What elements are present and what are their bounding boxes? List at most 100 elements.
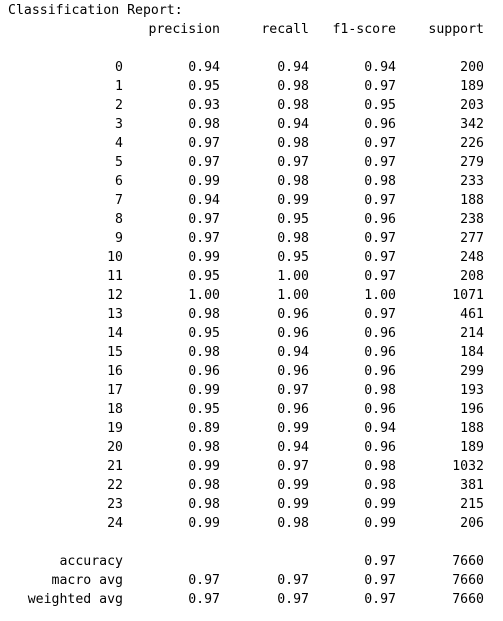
support-value: 7660: [452, 592, 484, 607]
row-label: 10: [107, 250, 123, 265]
recall-value: 0.94: [277, 440, 309, 455]
precision-value: 0.93: [188, 98, 220, 113]
f1-score-value: 0.97: [364, 231, 396, 246]
precision-value: 0.99: [188, 174, 220, 189]
class-row: 4 0.97 0.98 0.97 226: [8, 134, 498, 153]
precision-value: 0.99: [188, 250, 220, 265]
row-label: 16: [107, 364, 123, 379]
precision-value: 0.95: [188, 402, 220, 417]
recall-value: 0.96: [277, 326, 309, 341]
row-label: 24: [107, 516, 123, 531]
support-value: 1071: [452, 288, 484, 303]
f1-score-value: 1.00: [364, 288, 396, 303]
row-label: 21: [107, 459, 123, 474]
row-label: 5: [115, 155, 123, 170]
recall-value: 0.99: [277, 421, 309, 436]
header-recall: recall: [261, 22, 309, 37]
support-value: 381: [460, 478, 484, 493]
class-row: 23 0.98 0.99 0.99 215: [8, 495, 498, 514]
header-support: support: [428, 22, 484, 37]
support-value: 248: [460, 250, 484, 265]
class-row: 0 0.94 0.94 0.94 200: [8, 58, 498, 77]
class-rows: 0 0.94 0.94 0.94 200 1 0.95 0.98 0.97 189 2 0.93 0.9…: [8, 58, 498, 533]
precision-value: 0.97: [188, 573, 220, 588]
summary-row: accuracy 0.97 7660: [8, 552, 498, 571]
precision-value: 0.97: [188, 592, 220, 607]
f1-score-value: 0.96: [364, 212, 396, 227]
precision-value: 0.99: [188, 459, 220, 474]
recall-value: 0.97: [277, 459, 309, 474]
recall-value: 0.99: [277, 478, 309, 493]
precision-value: 0.95: [188, 326, 220, 341]
recall-value: 0.96: [277, 364, 309, 379]
support-value: 461: [460, 307, 484, 322]
precision-value: 0.97: [188, 212, 220, 227]
row-label: 4: [115, 136, 123, 151]
support-value: 193: [460, 383, 484, 398]
f1-score-value: 0.97: [364, 592, 396, 607]
support-value: 214: [460, 326, 484, 341]
f1-score-value: 0.95: [364, 98, 396, 113]
recall-value: 0.98: [277, 174, 309, 189]
row-label: 22: [107, 478, 123, 493]
support-value: 189: [460, 79, 484, 94]
header-precision: precision: [148, 22, 220, 37]
row-label: 11: [107, 269, 123, 284]
row-label: accuracy: [59, 554, 123, 569]
class-row: 16 0.96 0.96 0.96 299: [8, 362, 498, 381]
row-label: 2: [115, 98, 123, 113]
recall-value: 0.94: [277, 60, 309, 75]
support-value: 184: [460, 345, 484, 360]
precision-value: 0.98: [188, 478, 220, 493]
support-value: 238: [460, 212, 484, 227]
f1-score-value: 0.94: [364, 421, 396, 436]
support-value: 206: [460, 516, 484, 531]
class-row: 12 1.00 1.00 1.00 1071: [8, 286, 498, 305]
support-value: 189: [460, 440, 484, 455]
class-row: 13 0.98 0.96 0.97 461: [8, 305, 498, 324]
row-label: 3: [115, 117, 123, 132]
recall-value: 0.96: [277, 307, 309, 322]
class-row: 10 0.99 0.95 0.97 248: [8, 248, 498, 267]
precision-value: 0.94: [188, 193, 220, 208]
classification-report: Classification Report: precision recall …: [8, 1, 498, 609]
f1-score-value: 0.97: [364, 554, 396, 569]
class-row: 19 0.89 0.99 0.94 188: [8, 419, 498, 438]
f1-score-value: 0.96: [364, 345, 396, 360]
recall-value: 0.98: [277, 136, 309, 151]
recall-value: 0.97: [277, 592, 309, 607]
recall-value: 0.99: [277, 193, 309, 208]
class-row: 22 0.98 0.99 0.98 381: [8, 476, 498, 495]
support-value: 208: [460, 269, 484, 284]
summary-row: macro avg 0.97 0.97 0.97 7660: [8, 571, 498, 590]
summary-row: weighted avg 0.97 0.97 0.97 7660: [8, 590, 498, 609]
support-value: 1032: [452, 459, 484, 474]
recall-value: 0.98: [277, 79, 309, 94]
recall-value: 0.97: [277, 155, 309, 170]
precision-value: 0.97: [188, 231, 220, 246]
row-label: 12: [107, 288, 123, 303]
f1-score-value: 0.96: [364, 440, 396, 455]
f1-score-value: 0.96: [364, 117, 396, 132]
recall-value: 0.94: [277, 117, 309, 132]
row-label: weighted avg: [27, 592, 123, 607]
f1-score-value: 0.97: [364, 193, 396, 208]
recall-value: 0.97: [277, 573, 309, 588]
precision-value: 0.99: [188, 383, 220, 398]
row-label: 17: [107, 383, 123, 398]
f1-score-value: 0.98: [364, 383, 396, 398]
support-value: 188: [460, 421, 484, 436]
row-label: 14: [107, 326, 123, 341]
support-value: 196: [460, 402, 484, 417]
precision-value: 0.99: [188, 516, 220, 531]
precision-value: 0.89: [188, 421, 220, 436]
support-value: 203: [460, 98, 484, 113]
f1-score-value: 0.97: [364, 307, 396, 322]
support-value: 215: [460, 497, 484, 512]
support-value: 233: [460, 174, 484, 189]
class-row: 2 0.93 0.98 0.95 203: [8, 96, 498, 115]
precision-value: 0.97: [188, 155, 220, 170]
f1-score-value: 0.94: [364, 60, 396, 75]
row-label: 19: [107, 421, 123, 436]
row-label: 7: [115, 193, 123, 208]
